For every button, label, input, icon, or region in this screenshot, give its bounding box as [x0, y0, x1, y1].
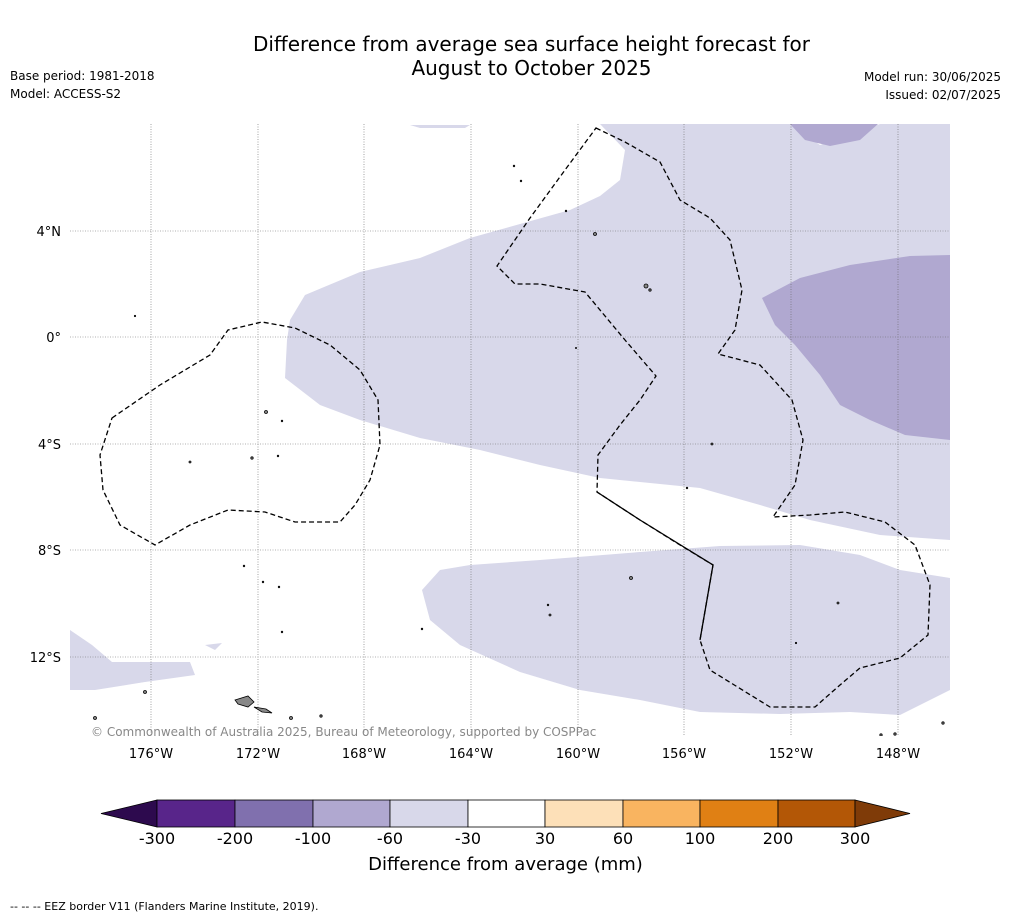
lon-label: 156°W [662, 747, 706, 762]
colorbar-tick-label: 30 [535, 829, 555, 848]
island-large-1 [235, 696, 254, 707]
colorbar-tick-label: 100 [685, 829, 716, 848]
anomaly-region-light-south [422, 545, 950, 715]
lat-label: 4°N [37, 225, 62, 240]
lat-label: 12°S [30, 651, 61, 666]
colorbar [101, 800, 910, 827]
latitude-labels: 4°N 0° 4°S 8°S 12°S [30, 225, 61, 666]
colorbar-bin [390, 800, 468, 827]
lat-label: 8°S [38, 544, 61, 559]
lon-label: 172°W [236, 747, 280, 762]
map-figure: 4°N 0° 4°S 8°S 12°S 176°W 172°W 168°W 16… [0, 0, 1011, 919]
colorbar-title: Difference from average (mm) [0, 854, 1011, 875]
lon-label: 148°W [876, 747, 920, 762]
anomaly-region-light-small [205, 643, 222, 650]
lon-label: 168°W [342, 747, 386, 762]
colorbar-extend-low [101, 800, 157, 827]
colorbar-bin [545, 800, 623, 827]
lon-label: 164°W [449, 747, 493, 762]
colorbar-tick-label: 200 [763, 829, 794, 848]
colorbar-bin [157, 800, 235, 827]
colorbar-tick-label: 300 [840, 829, 871, 848]
lat-label: 0° [46, 331, 61, 346]
colorbar-tick-label: -300 [139, 829, 175, 848]
colorbar-tick-label: -30 [455, 829, 481, 848]
colorbar-bin [468, 800, 545, 827]
colorbar-tick-label: -60 [377, 829, 403, 848]
copyright-credit: © Commonwealth of Australia 2025, Bureau… [91, 725, 596, 739]
colorbar-bin [235, 800, 313, 827]
colorbar-bin [778, 800, 855, 827]
colorbar-tick-label: -100 [295, 829, 331, 848]
colorbar-tick-label: 60 [613, 829, 633, 848]
anomaly-region-light-southwest [70, 630, 195, 690]
lon-label: 152°W [769, 747, 813, 762]
longitude-labels: 176°W 172°W 168°W 164°W 160°W 156°W 152°… [129, 747, 920, 762]
island-large-2 [254, 707, 272, 713]
eez-footnote: -- -- -- EEZ border V11 (Flanders Marine… [10, 900, 318, 913]
colorbar-bin [313, 800, 390, 827]
lon-label: 176°W [129, 747, 173, 762]
colorbar-bin [700, 800, 778, 827]
map-area [70, 124, 950, 736]
colorbar-bin [623, 800, 700, 827]
colorbar-extend-high [855, 800, 910, 827]
lat-label: 4°S [38, 438, 61, 453]
colorbar-tick-label: -200 [217, 829, 253, 848]
lon-label: 160°W [556, 747, 600, 762]
